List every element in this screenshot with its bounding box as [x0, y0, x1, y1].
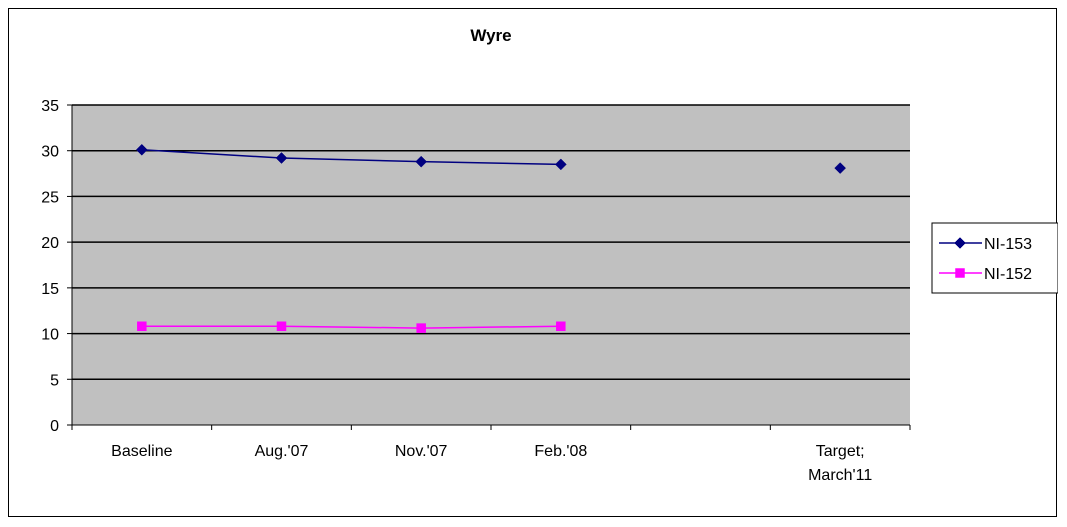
legend-label: NI-152 [984, 266, 1032, 283]
y-tick-label: 25 [41, 189, 59, 206]
y-tick-label: 10 [41, 327, 59, 344]
y-tick-label: 5 [50, 372, 59, 389]
y-tick-label: 30 [41, 144, 59, 161]
x-tick-label: Feb.'08 [534, 443, 587, 460]
x-tick-label: Nov.'07 [395, 443, 448, 460]
series-ni-153 [135, 143, 847, 174]
series-line-segment [421, 160, 561, 166]
data-point [834, 162, 847, 174]
y-tick-label: 0 [50, 418, 59, 435]
data-point [137, 321, 147, 332]
chart-frame: Wyre 0 5 10 15 20 25 30 35 Baseline Aug.'07 Nov.'0… [8, 8, 1058, 517]
y-tick-label: 15 [41, 281, 59, 298]
x-tick-label: March'11 [808, 467, 872, 484]
chart-svg: Wyre 0 5 10 15 20 25 30 35 Baseline Aug.'07 Nov.'0… [41, 26, 1058, 484]
y-tick-label: 20 [41, 235, 59, 252]
legend-marker [955, 268, 965, 278]
plot-background [72, 105, 910, 425]
y-tick-label: 35 [41, 98, 59, 115]
series-line-segment [421, 325, 561, 329]
x-tick-label: Baseline [111, 443, 172, 460]
series-line-segment [281, 325, 422, 329]
legend-label: NI-153 [984, 236, 1032, 253]
series-line-segment [281, 157, 422, 163]
legend-marker [954, 237, 966, 249]
data-point [415, 155, 428, 168]
data-point [554, 158, 567, 171]
x-tick-label: Target; [816, 443, 865, 460]
legend-box [931, 222, 1058, 294]
chart-title: Wyre [470, 26, 511, 45]
series-line-segment [141, 149, 282, 159]
data-point [135, 143, 148, 156]
data-point [275, 152, 288, 164]
x-tick-label: Aug.'07 [255, 443, 309, 460]
series-ni-152 [137, 321, 566, 333]
legend: NI-153 NI-152 [931, 222, 1058, 294]
plot-area: 0 5 10 15 20 25 30 35 Baseline Aug.'07 Nov.'07 Feb.… [41, 98, 911, 484]
data-point [276, 321, 287, 332]
data-point [556, 321, 566, 332]
data-point [416, 323, 426, 333]
